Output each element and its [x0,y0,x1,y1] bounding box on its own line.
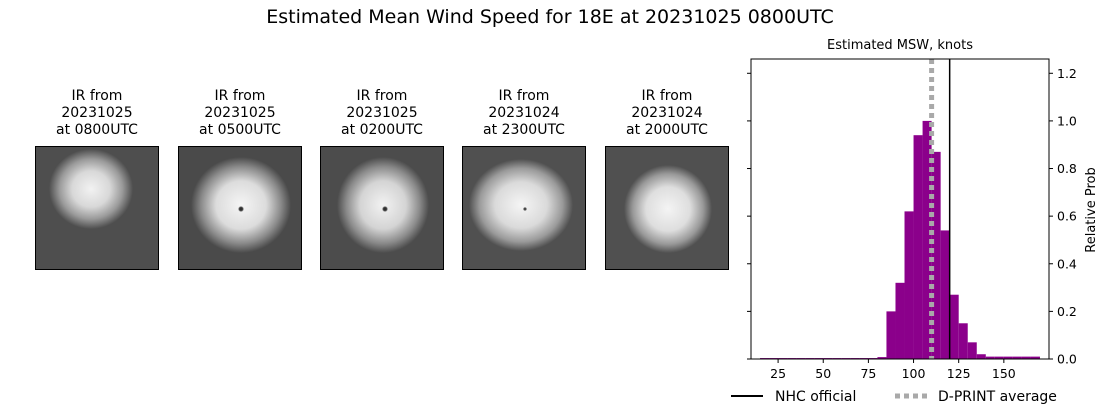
ir-caption-line: IR from [356,88,408,104]
histogram-bar [940,230,950,359]
ir-caption: IR from 20231024 at 2300UTC [460,88,588,142]
y-tick-label: 0.2 [1057,304,1077,319]
legend-label-nhc-official: NHC official [775,389,856,405]
x-axis-ticks: 25 50 75 100 125 150 [770,359,1016,381]
ir-caption-line: IR from [214,88,266,104]
histogram-bar [922,120,932,360]
x-tick-label: 100 [902,366,926,381]
ir-panel-4: IR from 20231024 at 2300UTC [460,88,588,270]
ir-panel-1: IR from 20231025 at 0800UTC [33,88,161,270]
chart-title: Estimated MSW, knots [827,38,973,53]
histogram-bar [994,356,1004,359]
ir-caption-date: 20231024 [631,105,703,121]
ir-panel-3: IR from 20231025 at 0200UTC [318,88,446,270]
ir-panel-5: IR from 20231024 at 2000UTC [603,88,731,270]
histogram-bar [949,294,959,359]
histogram-bars [760,120,1040,360]
histogram-bar [886,311,896,359]
y-tick-label: 0.8 [1057,161,1077,176]
x-tick-label: 25 [770,366,786,381]
ir-caption-time: at 0500UTC [199,122,281,138]
ir-caption: IR from 20231025 at 0200UTC [318,88,446,142]
legend-label-dprint-average: D-PRINT average [938,389,1057,405]
ir-caption-date: 20231025 [346,105,418,121]
y-axis-ticks: 0.0 0.2 0.4 0.6 0.8 1.0 1.2 [1049,66,1077,367]
ir-caption-line: IR from [641,88,693,104]
ir-satellite-image [462,146,586,270]
x-tick-label: 150 [992,366,1016,381]
histogram-bar [1021,356,1031,359]
ir-caption-date: 20231025 [204,105,276,121]
ir-caption: IR from 20231025 at 0800UTC [33,88,161,142]
ir-satellite-image [178,146,302,270]
y-tick-label: 0.4 [1057,256,1077,271]
histogram-bar [958,323,968,359]
chart-legend: NHC official D-PRINT average [731,389,1057,405]
ir-caption-date: 20231025 [61,105,133,121]
ir-satellite-image [35,146,159,270]
ir-caption-date: 20231024 [488,105,560,121]
ir-caption-line: IR from [498,88,550,104]
y-tick-label: 1.0 [1057,113,1077,128]
x-tick-label: 125 [947,366,971,381]
ir-panel-2: IR from 20231025 at 0500UTC [176,88,304,270]
histogram-bar [1012,356,1022,359]
histogram-bar [877,357,887,359]
histogram-bar [967,342,977,359]
y-tick-label: 1.2 [1057,66,1077,81]
y-axis-label: Relative Prob [1084,167,1099,252]
ir-satellite-image [320,146,444,270]
ir-caption-time: at 2300UTC [483,122,565,138]
figure-title: Estimated Mean Wind Speed for 18E at 202… [266,6,834,28]
ir-caption-line: IR from [71,88,123,104]
histogram-bar [976,354,986,359]
ir-satellite-image [605,146,729,270]
ir-caption-time: at 2000UTC [626,122,708,138]
x-tick-label: 75 [860,366,876,381]
histogram-bar [904,211,914,359]
histogram-bar [913,135,923,359]
reference-lines [929,59,951,359]
ir-caption: IR from 20231025 at 0500UTC [176,88,304,142]
ir-caption-time: at 0200UTC [341,122,423,138]
histogram-bar [931,151,941,359]
y-tick-label: 0.6 [1057,209,1077,224]
plot-frame [750,58,1050,360]
left-axis-ticks [747,72,751,360]
x-tick-label: 50 [815,366,831,381]
ir-caption: IR from 20231024 at 2000UTC [603,88,731,142]
histogram-bar [1003,356,1013,359]
ir-caption-time: at 0800UTC [56,122,138,138]
y-tick-label: 0.0 [1057,352,1077,367]
histogram-bar [895,282,905,359]
histogram-bar [1030,356,1040,359]
histogram-bar [985,356,995,359]
